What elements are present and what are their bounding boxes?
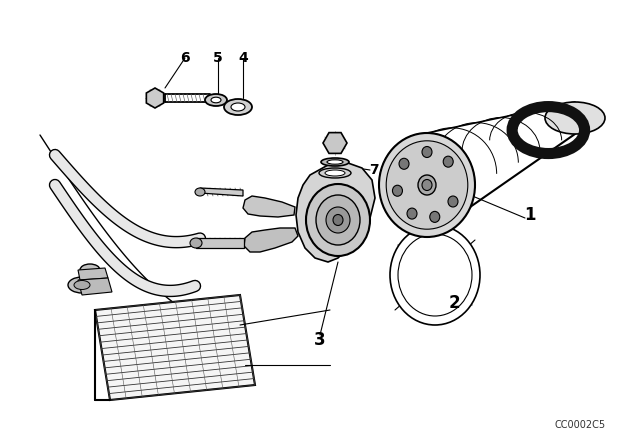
Ellipse shape [444,156,453,167]
Ellipse shape [326,207,350,233]
Polygon shape [200,188,243,196]
Text: CC0002C5: CC0002C5 [554,420,605,430]
Text: 1: 1 [524,206,536,224]
Ellipse shape [379,133,475,237]
Ellipse shape [448,196,458,207]
Ellipse shape [418,175,436,195]
Ellipse shape [325,170,345,176]
Text: 5: 5 [213,51,223,65]
Ellipse shape [333,215,343,225]
Text: 4: 4 [238,51,248,65]
Polygon shape [244,228,298,252]
Ellipse shape [422,146,432,158]
Ellipse shape [422,180,432,190]
Ellipse shape [398,234,472,316]
Ellipse shape [211,97,221,103]
Ellipse shape [399,158,409,169]
Polygon shape [78,278,112,295]
Ellipse shape [190,238,202,248]
Ellipse shape [195,188,205,196]
Polygon shape [296,163,375,262]
Ellipse shape [386,141,468,229]
Ellipse shape [231,103,245,111]
Ellipse shape [327,160,343,164]
Ellipse shape [316,195,360,245]
Ellipse shape [74,280,90,289]
Polygon shape [95,295,255,400]
Ellipse shape [68,277,96,293]
Ellipse shape [321,158,349,166]
Ellipse shape [430,211,440,222]
Text: 3: 3 [314,331,326,349]
Ellipse shape [319,168,351,178]
Ellipse shape [407,208,417,219]
Ellipse shape [306,184,370,256]
Ellipse shape [80,264,100,276]
Ellipse shape [205,94,227,106]
Text: 7: 7 [369,163,379,177]
Polygon shape [196,238,244,248]
Polygon shape [323,133,347,153]
Text: 6: 6 [180,51,190,65]
Ellipse shape [545,102,605,134]
Ellipse shape [392,185,403,196]
Text: 2: 2 [448,294,460,312]
Ellipse shape [390,225,480,325]
Ellipse shape [224,99,252,115]
Polygon shape [78,268,108,280]
Polygon shape [147,88,164,108]
Polygon shape [243,196,295,217]
